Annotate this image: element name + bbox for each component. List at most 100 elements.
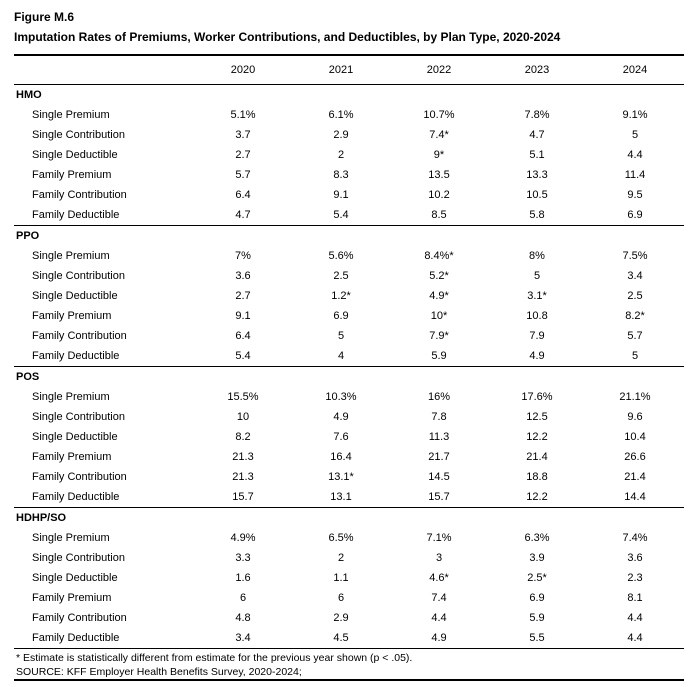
cell: 5 — [586, 346, 684, 367]
cell: 3.9 — [488, 548, 586, 568]
table-row: Single Contribution104.97.812.59.6 — [14, 407, 684, 427]
cell: 13.5 — [390, 165, 488, 185]
cell: 9* — [390, 145, 488, 165]
cell: 7% — [194, 246, 292, 266]
cell: 5.1% — [194, 105, 292, 125]
cell: 7.6 — [292, 427, 390, 447]
row-label: Single Premium — [14, 387, 194, 407]
cell: 1.6 — [194, 568, 292, 588]
cell: 4.4 — [390, 608, 488, 628]
cell: 14.4 — [586, 487, 684, 508]
cell: 6.3% — [488, 528, 586, 548]
table-row: Family Contribution21.313.1*14.518.821.4 — [14, 467, 684, 487]
cell: 2.9 — [292, 125, 390, 145]
cell: 1.2* — [292, 286, 390, 306]
cell: 2.5* — [488, 568, 586, 588]
cell: 6 — [194, 588, 292, 608]
header-blank — [14, 55, 194, 85]
cell: 2.7 — [194, 145, 292, 165]
group-label: POS — [14, 367, 684, 388]
footnote: * Estimate is statistically different fr… — [14, 649, 684, 665]
cell: 5.9 — [488, 608, 586, 628]
cell: 10 — [194, 407, 292, 427]
cell: 4.4 — [586, 145, 684, 165]
header-row: 2020 2021 2022 2023 2024 — [14, 55, 684, 85]
cell: 4.9 — [292, 407, 390, 427]
row-label: Single Contribution — [14, 548, 194, 568]
table-row: Family Premium9.16.910*10.88.2* — [14, 306, 684, 326]
cell: 7.4 — [390, 588, 488, 608]
cell: 13.1* — [292, 467, 390, 487]
cell: 9.6 — [586, 407, 684, 427]
cell: 21.4 — [586, 467, 684, 487]
cell: 2.9 — [292, 608, 390, 628]
cell: 21.1% — [586, 387, 684, 407]
table-row: Family Premium5.78.313.513.311.4 — [14, 165, 684, 185]
table-row: Single Contribution3.3233.93.6 — [14, 548, 684, 568]
table-row: Family Premium21.316.421.721.426.6 — [14, 447, 684, 467]
cell: 21.3 — [194, 447, 292, 467]
row-label: Single Contribution — [14, 125, 194, 145]
cell: 4.9 — [390, 628, 488, 649]
cell: 2.5 — [292, 266, 390, 286]
table-row: Single Deductible2.729*5.14.4 — [14, 145, 684, 165]
table-row: Family Deductible4.75.48.55.86.9 — [14, 205, 684, 226]
cell: 3.6 — [194, 266, 292, 286]
cell: 12.5 — [488, 407, 586, 427]
cell: 10* — [390, 306, 488, 326]
row-label: Family Deductible — [14, 346, 194, 367]
table-row: Family Deductible5.445.94.95 — [14, 346, 684, 367]
row-label: Single Premium — [14, 105, 194, 125]
cell: 5.6% — [292, 246, 390, 266]
cell: 6.4 — [194, 326, 292, 346]
cell: 16% — [390, 387, 488, 407]
table-row: Family Deductible3.44.54.95.54.4 — [14, 628, 684, 649]
table-row: Single Contribution3.62.55.2*53.4 — [14, 266, 684, 286]
table-row: Single Deductible8.27.611.312.210.4 — [14, 427, 684, 447]
cell: 8.2* — [586, 306, 684, 326]
cell: 10.2 — [390, 185, 488, 205]
cell: 4.9% — [194, 528, 292, 548]
cell: 5.1 — [488, 145, 586, 165]
cell: 5.8 — [488, 205, 586, 226]
cell: 4.9* — [390, 286, 488, 306]
cell: 2.3 — [586, 568, 684, 588]
cell: 6.4 — [194, 185, 292, 205]
cell: 15.7 — [390, 487, 488, 508]
cell: 7.8% — [488, 105, 586, 125]
cell: 5 — [488, 266, 586, 286]
col-header: 2024 — [586, 55, 684, 85]
cell: 26.6 — [586, 447, 684, 467]
row-label: Family Premium — [14, 447, 194, 467]
cell: 6.9 — [586, 205, 684, 226]
cell: 4 — [292, 346, 390, 367]
cell: 14.5 — [390, 467, 488, 487]
cell: 21.4 — [488, 447, 586, 467]
cell: 3.4 — [586, 266, 684, 286]
cell: 5.4 — [292, 205, 390, 226]
table-row: Single Premium7%5.6%8.4%*8%7.5% — [14, 246, 684, 266]
cell: 21.7 — [390, 447, 488, 467]
cell: 1.1 — [292, 568, 390, 588]
cell: 5.7 — [194, 165, 292, 185]
cell: 11.3 — [390, 427, 488, 447]
cell: 2 — [292, 145, 390, 165]
row-label: Family Deductible — [14, 628, 194, 649]
cell: 3 — [390, 548, 488, 568]
cell: 18.8 — [488, 467, 586, 487]
table-row: Single Premium15.5%10.3%16%17.6%21.1% — [14, 387, 684, 407]
col-header: 2020 — [194, 55, 292, 85]
cell: 6 — [292, 588, 390, 608]
row-label: Single Deductible — [14, 145, 194, 165]
cell: 15.5% — [194, 387, 292, 407]
table-row: Family Contribution4.82.94.45.94.4 — [14, 608, 684, 628]
cell: 7.8 — [390, 407, 488, 427]
row-label: Single Premium — [14, 246, 194, 266]
cell: 5.2* — [390, 266, 488, 286]
cell: 2 — [292, 548, 390, 568]
cell: 4.4 — [586, 628, 684, 649]
table-row: Single Deductible1.61.14.6*2.5*2.3 — [14, 568, 684, 588]
row-label: Single Contribution — [14, 407, 194, 427]
cell: 4.8 — [194, 608, 292, 628]
cell: 8.4%* — [390, 246, 488, 266]
